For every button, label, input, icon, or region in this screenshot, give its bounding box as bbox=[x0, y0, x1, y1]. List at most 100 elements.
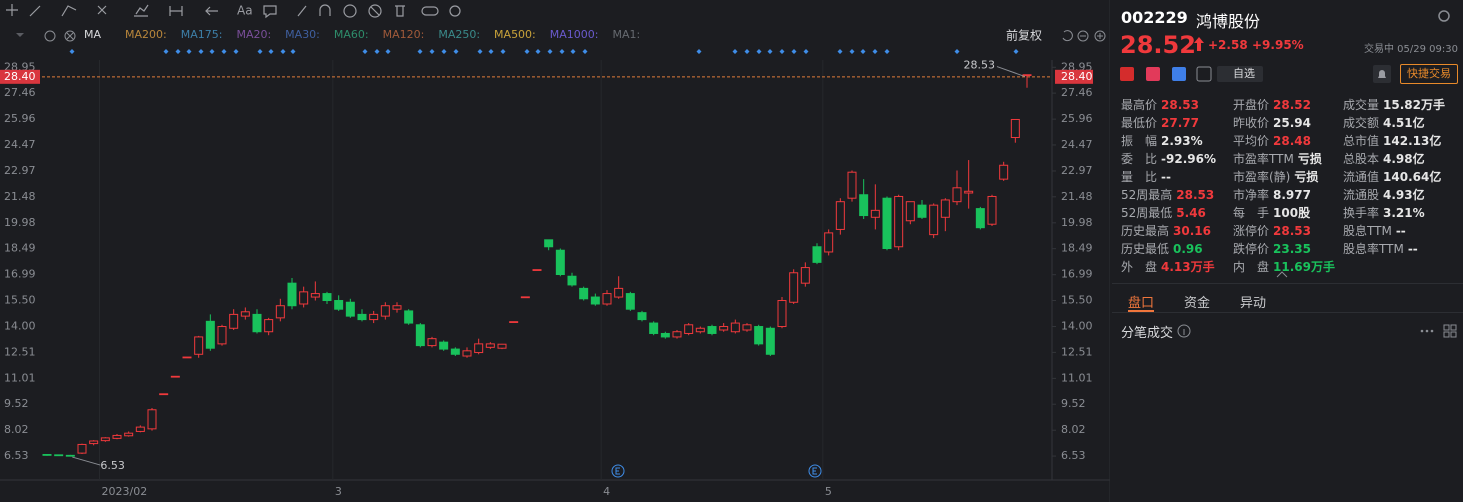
stat-value: 28.48 bbox=[1273, 134, 1311, 148]
indicator[interactable]: MA bbox=[84, 28, 102, 41]
candle-body bbox=[940, 199, 950, 218]
y-tick-label: 22.97 bbox=[1061, 164, 1093, 177]
stat-label: 股息率TTM bbox=[1343, 242, 1404, 256]
leader-line bbox=[996, 66, 1026, 78]
ma-legend-item[interactable]: MA175: bbox=[180, 28, 223, 41]
candle-body bbox=[322, 293, 332, 302]
ma-legend-item[interactable]: MA1: bbox=[612, 28, 641, 41]
candle-body bbox=[847, 171, 857, 199]
candle-body bbox=[777, 300, 787, 328]
stat-label: 52周最低 bbox=[1121, 206, 1173, 220]
ma-legend-item[interactable]: MA250: bbox=[438, 28, 481, 41]
stat-label: 成交量 bbox=[1343, 98, 1380, 112]
candle-body bbox=[509, 321, 519, 323]
tab-underline bbox=[1128, 310, 1154, 312]
stat-label: 跌停价 bbox=[1233, 242, 1270, 256]
candle-body bbox=[555, 249, 565, 276]
stat-item: 成交量 15.82万手 bbox=[1343, 96, 1445, 113]
stat-label: 股息TTM bbox=[1343, 224, 1392, 238]
candle-body bbox=[100, 437, 110, 442]
candle-body bbox=[882, 197, 892, 249]
stat-label: 换手率 bbox=[1343, 206, 1380, 220]
candle-body bbox=[835, 201, 845, 230]
ma-legend-item[interactable]: MA200: bbox=[125, 28, 167, 41]
stat-item: 振 幅 2.93% bbox=[1121, 132, 1203, 149]
ma-legend-item[interactable]: MA30: bbox=[285, 28, 320, 41]
trade-status: 交易中 05/29 09:30 bbox=[1364, 44, 1458, 55]
quick-trade-button[interactable]: 快捷交易 bbox=[1400, 64, 1458, 84]
tab[interactable]: 异动 bbox=[1240, 296, 1267, 311]
trades-title: 分笔成交 bbox=[1121, 326, 1174, 341]
candle-body bbox=[964, 190, 974, 194]
stock-tags[interactable] bbox=[1120, 66, 1220, 82]
stat-value: -- bbox=[1161, 170, 1171, 184]
stat-label: 量 比 bbox=[1121, 170, 1158, 184]
candle-body bbox=[229, 313, 239, 329]
stat-label: 市盈率TTM bbox=[1233, 152, 1294, 166]
stat-label: 每 手 bbox=[1233, 206, 1270, 220]
candle-body bbox=[719, 326, 729, 331]
tab[interactable]: 资金 bbox=[1184, 296, 1211, 311]
y-tick-label: 25.96 bbox=[4, 112, 36, 125]
ma-legend-item[interactable]: MA500: bbox=[494, 28, 536, 41]
stat-value: -92.96% bbox=[1161, 152, 1216, 166]
adjust-mode[interactable]: 前复权 bbox=[1006, 28, 1042, 43]
watch-button[interactable]: 自选 bbox=[1217, 66, 1263, 82]
stat-value: 23.35 bbox=[1273, 242, 1311, 256]
chart-controls[interactable] bbox=[16, 30, 76, 42]
y-tick-label: 18.49 bbox=[1061, 242, 1093, 255]
stat-value: 27.77 bbox=[1161, 116, 1199, 130]
toolbar-icons[interactable] bbox=[6, 4, 461, 19]
candle-body bbox=[42, 454, 52, 456]
stat-label: 昨收价 bbox=[1233, 116, 1270, 130]
tab[interactable]: 盘口 bbox=[1128, 296, 1155, 311]
up-arrow bbox=[1194, 37, 1204, 51]
stat-label: 内 盘 bbox=[1233, 260, 1270, 274]
ma-legend-item[interactable]: MA1000: bbox=[549, 28, 599, 41]
ma-legend-item[interactable]: MA120: bbox=[382, 28, 425, 41]
stat-label: 总股本 bbox=[1343, 152, 1380, 166]
candle-body bbox=[65, 454, 75, 457]
earnings-markers[interactable] bbox=[611, 464, 822, 478]
stat-value: 28.53 bbox=[1161, 98, 1199, 112]
y-tick-label: 18.49 bbox=[4, 242, 36, 255]
change: +2.58 bbox=[1208, 38, 1248, 52]
candle-body bbox=[170, 375, 180, 378]
stat-item: 量 比 -- bbox=[1121, 168, 1171, 185]
x-tick-label: 2023/02 bbox=[102, 485, 148, 498]
ma-legend-item[interactable]: MA20: bbox=[236, 28, 272, 41]
candle-body bbox=[742, 324, 752, 331]
view-icons[interactable] bbox=[1420, 323, 1460, 339]
stat-item: 市盈率TTM 亏损 bbox=[1233, 150, 1322, 167]
info-icon[interactable] bbox=[1176, 323, 1192, 339]
candle-body bbox=[870, 209, 880, 218]
last-price-tag bbox=[0, 69, 40, 84]
leader-line bbox=[72, 456, 101, 466]
candle-body bbox=[450, 348, 460, 355]
stat-value: 25.94 bbox=[1273, 116, 1311, 130]
y-tick-label: 11.01 bbox=[1061, 371, 1093, 384]
alert-button[interactable] bbox=[1373, 65, 1391, 83]
ma-legend-item[interactable]: MA60: bbox=[333, 28, 369, 41]
stat-label: 总市值 bbox=[1343, 134, 1380, 148]
settings-icon[interactable] bbox=[1436, 8, 1452, 24]
stat-item: 内 盘 11.69万手 bbox=[1233, 258, 1335, 275]
candle-body bbox=[474, 343, 484, 354]
collapse-arrow[interactable] bbox=[1276, 270, 1288, 278]
candle-body bbox=[975, 208, 985, 229]
high-marker: 28.53 bbox=[964, 59, 996, 72]
zoom-controls[interactable] bbox=[1062, 30, 1106, 42]
candle-body bbox=[392, 305, 402, 310]
stat-value: 4.93亿 bbox=[1383, 188, 1425, 202]
toolbar-text-icon[interactable]: Aa bbox=[237, 4, 253, 18]
stat-item: 历史最高 30.16 bbox=[1121, 222, 1211, 239]
stat-value: -- bbox=[1395, 224, 1406, 238]
stat-item: 委 比 -92.96% bbox=[1121, 150, 1216, 167]
stat-label: 外 盘 bbox=[1121, 260, 1158, 274]
divider bbox=[1112, 283, 1463, 284]
y-tick-label: 22.97 bbox=[4, 164, 36, 177]
stat-label: 成交额 bbox=[1343, 116, 1380, 130]
stat-item: 外 盘 4.13万手 bbox=[1121, 258, 1215, 275]
candle-body bbox=[182, 356, 192, 359]
divider bbox=[1112, 312, 1463, 313]
